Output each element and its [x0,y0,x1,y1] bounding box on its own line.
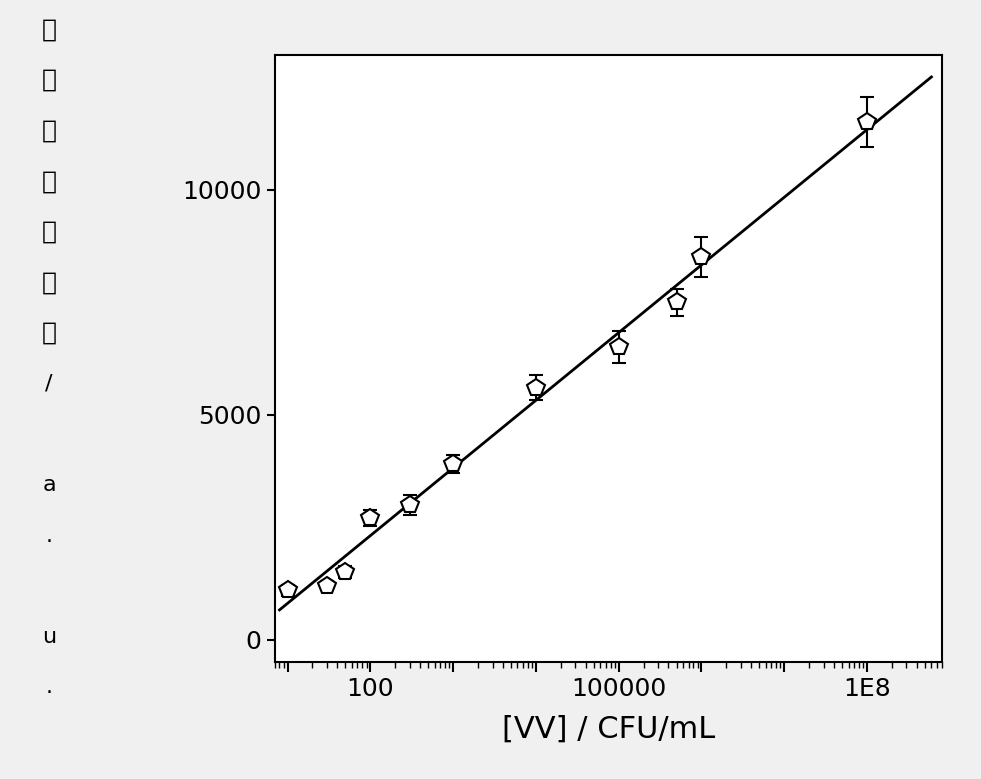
Text: 电: 电 [41,17,57,41]
Text: 学: 学 [41,118,57,143]
Text: /: / [45,374,53,393]
Text: 光: 光 [41,220,57,244]
Text: 强: 强 [41,270,57,294]
X-axis label: [VV] / CFU/mL: [VV] / CFU/mL [501,714,715,744]
Text: .: . [45,678,53,697]
Text: 度: 度 [41,321,57,345]
Text: 化: 化 [41,68,57,92]
Text: a: a [42,475,56,495]
Text: 发: 发 [41,169,57,193]
Text: u: u [42,627,56,647]
Text: .: . [45,526,53,545]
